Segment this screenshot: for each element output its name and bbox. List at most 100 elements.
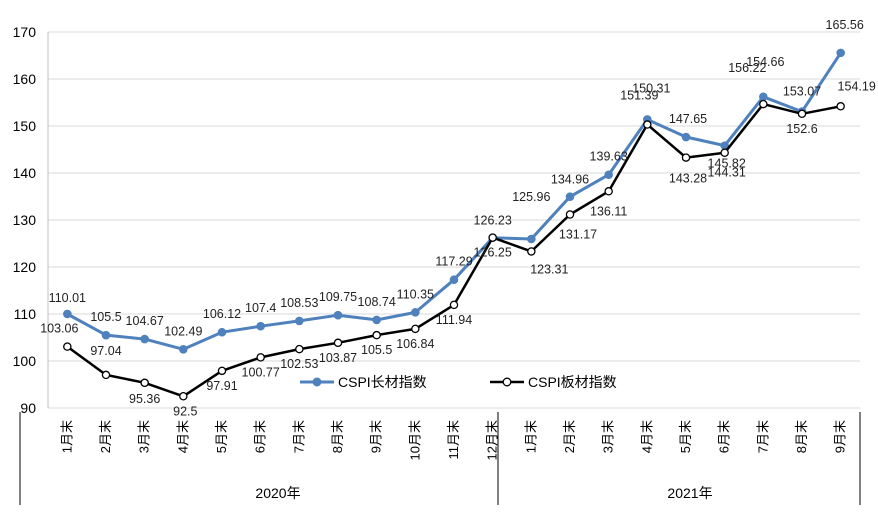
series-1-label-16: 143.28 (669, 172, 707, 186)
category-label-7: 8月末 (330, 420, 345, 453)
series-0-point-2 (140, 334, 149, 344)
series-0-label-7: 109.75 (319, 290, 357, 304)
category-label-11: 12月末 (485, 420, 500, 460)
series-1-point-14 (604, 187, 613, 196)
category-label-1: 2月末 (98, 420, 113, 453)
series-1-label-11: 126.25 (474, 246, 512, 260)
series-1-point-12 (527, 247, 536, 256)
series-1-label-17: 144.31 (708, 166, 746, 180)
series-0-point-0 (63, 309, 72, 319)
series-1-point-3 (179, 391, 188, 401)
category-label-13: 2月末 (562, 420, 577, 453)
category-label-0: 1月末 (59, 420, 74, 453)
series-1-label-8: 105.5 (361, 343, 392, 357)
category-label-17: 6月末 (717, 420, 732, 453)
legend: CSPI长材指数 CSPI板材指数 (300, 374, 617, 390)
series-1-point-11 (488, 233, 497, 242)
category-label-2: 3月末 (137, 420, 152, 453)
series-1-point-20 (836, 102, 845, 111)
series-0-point-7 (333, 310, 343, 320)
series-0-label-19: 153.07 (783, 85, 821, 99)
series-1-point-6 (295, 344, 304, 354)
series-1-label-4: 97.91 (206, 379, 237, 393)
series-1-point-19 (797, 109, 807, 119)
category-label-14: 3月末 (601, 420, 616, 453)
series-0-label-15: 151.39 (620, 88, 658, 102)
category-label-8: 9月末 (369, 420, 384, 453)
series-0-label-1: 105.5 (90, 310, 121, 324)
series-0-label-14: 139.63 (590, 150, 628, 164)
series-0-label-11: 126.23 (474, 214, 512, 228)
category-label-10: 11月末 (446, 420, 461, 460)
series-0-label-13: 134.96 (551, 173, 589, 187)
y-tick-label-90: 90 (20, 400, 36, 416)
series-0-point-3 (179, 344, 188, 354)
series-1-label-20: 154.19 (838, 79, 876, 93)
series-1-point-4 (217, 366, 227, 376)
series-0-label-2: 104.67 (126, 314, 164, 328)
y-tick-label-120: 120 (13, 259, 37, 275)
series-1-point-16 (681, 153, 691, 162)
series-0-point-14 (604, 170, 613, 180)
x-axis-groups: 2020年 2021年 (19, 412, 861, 505)
y-tick-label-140: 140 (13, 165, 37, 181)
series-1-label-13: 131.17 (559, 228, 597, 242)
series-1-label-6: 102.53 (280, 357, 318, 371)
series-1-label-15: 150.31 (632, 82, 670, 96)
series-0-label-20: 165.56 (826, 18, 864, 32)
series-1-point-10 (449, 300, 459, 310)
series-1-point-13 (565, 210, 575, 219)
series-1-point-8 (372, 330, 381, 340)
category-label-19: 8月末 (794, 420, 809, 453)
series-1-point-9 (411, 324, 420, 334)
series-0-label-9: 110.35 (397, 287, 434, 301)
category-label-6: 7月末 (291, 420, 306, 453)
legend-marker-1 (502, 377, 512, 387)
series-1-point-17 (720, 148, 729, 157)
series-0-point-4 (217, 327, 227, 337)
series-1-label-5: 100.77 (242, 365, 280, 379)
series-0-label-6: 108.53 (280, 296, 318, 310)
category-label-5: 6月末 (253, 420, 268, 453)
series-1-label-18: 154.66 (746, 55, 784, 69)
series-0-label-8: 108.74 (358, 295, 396, 309)
series-0-point-6 (295, 316, 304, 326)
legend-marker-0 (312, 377, 322, 387)
y-tick-label-100: 100 (13, 353, 37, 369)
series-0-label-10: 117.29 (435, 255, 472, 269)
series-1-label-2: 95.36 (129, 392, 160, 406)
series-layer (63, 48, 845, 401)
legend-label-1: CSPI板材指数 (528, 374, 617, 390)
series-0-point-1 (101, 330, 111, 340)
y-axis: 90 100 110 120 130 140 150 160 170 (13, 24, 37, 416)
category-label-9: 10月末 (407, 420, 422, 460)
group-label-0: 2020年 (255, 485, 300, 501)
series-1-point-7 (333, 338, 343, 348)
series-0-point-18 (759, 92, 768, 102)
grid-lines (47, 31, 860, 409)
y-tick-label-160: 160 (13, 71, 37, 87)
series-1-label-1: 97.04 (90, 344, 121, 358)
category-label-4: 5月末 (214, 420, 229, 453)
category-label-12: 1月末 (523, 420, 538, 453)
series-0-point-16 (681, 132, 691, 142)
series-1-point-15 (643, 120, 652, 129)
series-0-label-17: 145.82 (708, 157, 746, 171)
category-label-20: 9月末 (833, 420, 848, 453)
y-tick-label-130: 130 (13, 212, 37, 228)
series-0-label-0: 110.01 (49, 291, 86, 305)
series-1-point-18 (759, 99, 768, 109)
series-0-point-5 (256, 321, 265, 331)
series-0-point-20 (836, 48, 845, 58)
series-1-label-3: 92.5 (173, 404, 197, 418)
x-axis-categories: 1月末 2月末 3月末 4月末 5月末 6月末 7月末 8月末 9月末 10月末 11月末 12月末 1… (59, 420, 847, 460)
series-0-point-12 (527, 234, 536, 244)
series-1-label-12: 123.31 (530, 262, 568, 276)
group-label-1: 2021年 (667, 485, 712, 501)
series-0-label-3: 102.49 (164, 324, 202, 338)
y-tick-label-110: 110 (14, 306, 37, 322)
series-0-point-13 (565, 192, 575, 201)
series-0-label-4: 106.12 (203, 307, 241, 321)
